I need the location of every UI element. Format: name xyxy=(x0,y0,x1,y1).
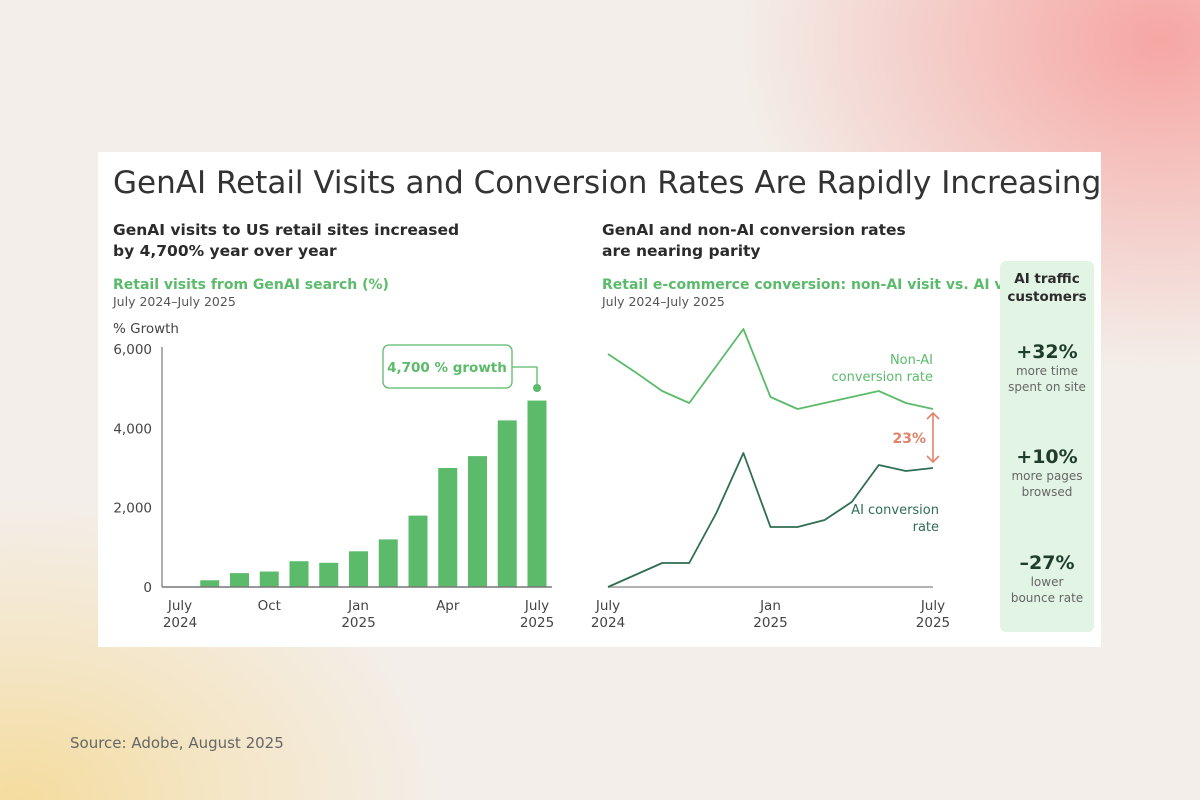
left-period: July 2024–July 2025 xyxy=(112,294,236,309)
source-note: Source: Adobe, August 2025 xyxy=(70,734,284,752)
left-headline-2: by 4,700% year over year xyxy=(113,242,337,260)
y-tick-label: 4,000 xyxy=(113,421,152,437)
stat-value: +10% xyxy=(1016,446,1077,468)
y-tick-label: 2,000 xyxy=(113,501,152,517)
infographic-card xyxy=(98,152,1101,647)
ai-conversion-line xyxy=(607,452,934,588)
x-tick-year: 2025 xyxy=(341,615,375,631)
bar xyxy=(289,561,309,587)
right-headline-2: are nearing parity xyxy=(602,242,761,260)
stat-value: –27% xyxy=(1020,552,1075,574)
y-axis-label: % Growth xyxy=(113,321,179,337)
ai-label-1: AI conversion xyxy=(851,503,939,518)
bar xyxy=(497,420,517,587)
left-headline-1: GenAI visits to US retail sites increase… xyxy=(113,221,459,239)
stat-description: more time xyxy=(1016,364,1078,378)
panel-title-2: customers xyxy=(1007,289,1086,305)
x-tick-year: 2025 xyxy=(753,615,787,631)
x-tick-label: Jan xyxy=(347,598,369,614)
non-ai-label-2: conversion rate xyxy=(832,370,934,385)
x-tick-label: July xyxy=(167,598,192,614)
annotation-connector xyxy=(512,366,538,388)
x-tick-label: Jan xyxy=(759,598,781,614)
x-tick-label: July xyxy=(920,598,945,614)
bar xyxy=(349,551,368,587)
bar xyxy=(200,580,220,587)
bar xyxy=(259,571,279,587)
x-tick-label: July xyxy=(524,598,549,614)
x-tick-label: July xyxy=(595,598,620,614)
panel-stats: +32%more time spent on site +10%more pages… xyxy=(1008,341,1086,605)
non-ai-conversion-line xyxy=(607,328,934,410)
ai-label-2: rate xyxy=(913,520,939,535)
x-tick-year: 2025 xyxy=(520,615,554,631)
x-tick-year: 2024 xyxy=(163,615,197,631)
x-tick-label: Apr xyxy=(436,598,460,614)
right-headline-1: GenAI and non-AI conversion rates xyxy=(602,221,906,239)
left-chart-title: Retail visits from GenAI search (%) xyxy=(113,277,389,293)
gap-arrow xyxy=(926,411,940,464)
x-tick-year: 2025 xyxy=(916,615,950,631)
x-tick-year: 2024 xyxy=(591,615,625,631)
bar xyxy=(378,539,398,587)
stat-description: spent on site xyxy=(1008,380,1086,394)
bar xyxy=(319,562,339,587)
right-chart-title: Retail e-commerce conversion: non-AI vis… xyxy=(602,277,1028,293)
stat-description: more pages xyxy=(1011,469,1082,483)
stat-description: bounce rate xyxy=(1011,591,1083,605)
bar xyxy=(408,515,428,587)
annotation-text: 4,700 % growth xyxy=(387,360,507,376)
bar xyxy=(438,468,458,587)
panel-title-1: AI traffic xyxy=(1014,271,1079,287)
x-tick-label: Oct xyxy=(258,598,281,614)
main-title: GenAI Retail Visits and Conversion Rates… xyxy=(113,165,1101,201)
stats-panel xyxy=(1000,261,1094,632)
non-ai-label-1: Non-AI xyxy=(890,353,933,368)
stat-description: lower xyxy=(1031,575,1064,589)
stat-description: browsed xyxy=(1022,485,1073,499)
annotation-dot xyxy=(533,384,541,392)
y-tick-label: 0 xyxy=(143,580,152,596)
bar xyxy=(527,400,547,587)
bar xyxy=(468,456,487,587)
gap-label: 23% xyxy=(892,431,926,447)
bar xyxy=(230,573,249,587)
y-tick-label: 6,000 xyxy=(113,342,152,358)
stat-value: +32% xyxy=(1016,341,1077,363)
right-period: July 2024–July 2025 xyxy=(601,294,725,309)
